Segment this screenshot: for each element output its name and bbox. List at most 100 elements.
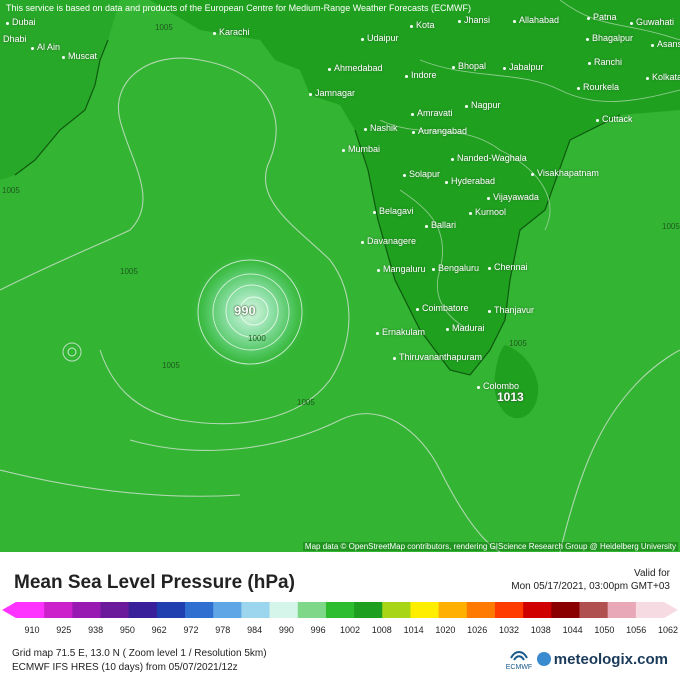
city-label: Dubai [6,17,36,27]
scale-tick-label: 910 [24,625,40,635]
scale-cell [128,602,158,618]
city-label: Guwahati [629,17,675,27]
scale-tick-label: 1056 [626,625,647,635]
city-label: Thiruvananthapuram [392,352,483,362]
scale-tick-label: 950 [119,625,135,635]
scale-tick-label: 984 [247,625,263,635]
scale-cell [297,602,327,618]
city-label: Coimbatore [416,303,469,313]
city-label: Solapur [402,169,441,179]
isobar-label: 1005 [120,267,138,276]
ecmwf-logo-text: ECMWF [505,664,533,671]
scale-cell [494,602,524,618]
scale-cell [269,602,299,618]
scale-cell [438,602,468,618]
city-label: Amravati [411,108,453,118]
bay-of-bengal [515,110,680,552]
isobar-ring-990 [225,284,279,338]
land-oman [0,0,120,180]
scale-cell [354,602,383,618]
isobar-1005-mid [129,413,501,552]
meteologix-brand[interactable]: meteologix.com [536,651,668,668]
city-label: Indore [405,70,437,80]
scale-cell [44,602,73,618]
isobar-inland-1 [379,119,551,231]
scale-tick-label: 1020 [435,625,456,635]
city-label: Mangaluru [377,264,426,274]
city-label: Kolkata [645,72,680,82]
scale-tick-label: 978 [215,625,231,635]
scale-cell [185,602,214,618]
city-label: Ahmedabad [328,63,383,73]
scale-tick-label: 1026 [467,625,488,635]
scale-tick-label: 962 [151,625,167,635]
scale-cell [100,602,130,618]
city-label: Jabalpur [503,62,544,72]
isobar-label: 1005 [297,398,315,407]
city-label: Madurai [446,323,485,333]
city-label: Nagpur [465,100,501,110]
color-scale-bar [2,602,678,618]
isobar-1005-east [559,349,680,552]
city-label: Ranchi [587,57,623,67]
scale-tick-label: 1002 [339,625,361,635]
scale-tick-label: 972 [183,625,199,635]
scale-tick-label: 938 [88,625,104,635]
isobar-inland-3 [419,59,680,102]
city-label: Davanagere [360,236,417,246]
city-label: Vijayawada [487,192,539,202]
city-label: Kurnool [468,207,507,217]
isobar-label: 1000 [248,334,266,343]
scale-cell [325,602,355,618]
scale-arrow-right [664,602,678,618]
scale-cell [579,602,609,618]
city-label: Bengaluru [431,263,480,273]
scale-tick-label: 925 [56,625,72,635]
scale-cell [241,602,271,618]
city-label: Karachi [213,27,250,37]
city-label: Ernakulam [375,327,426,337]
ecmwf-logo-icon [510,651,528,661]
city-label: Mumbai [341,144,381,154]
isobar-ring-995 [212,273,290,351]
isobar-label: 1005 [662,222,680,231]
valid-label: Valid for [634,568,670,579]
city-label: Bhopal [451,61,487,71]
city-label: Hyderabad [444,176,496,186]
isobar-inland-4 [559,0,680,41]
ecmwf-disclaimer: This service is based on data and produc… [6,3,472,13]
scale-cell [635,602,665,618]
scale-tick-label: 1014 [403,625,424,635]
isobar-1005-south [0,469,241,497]
low-pressure-area [188,250,312,374]
isobar-ring-1000 [197,259,303,365]
scale-cell [16,602,45,618]
ecmwf-logo: ECMWF [503,648,535,671]
map-attribution: Map data © OpenStreetMap contributors, r… [302,542,678,551]
legend-footer: Mean Sea Level Pressure (hPa) Valid for … [0,552,680,680]
scale-cell [213,602,242,618]
isobar-1005-west [0,57,350,425]
city-label: Rourkela [576,82,620,92]
grid-info: Grid map 71.5 E, 13.0 N ( Zoom level 1 /… [12,648,267,659]
valid-time: Mon 05/17/2021, 03:00pm GMT+03 [511,581,670,592]
colombo-pressure-label: 1013 [497,390,524,404]
city-label: Bhagalpur [585,33,634,43]
scale-cell [72,602,102,618]
scale-tick-label: 990 [278,625,294,635]
pressure-map[interactable]: This service is based on data and produc… [0,0,680,552]
scale-tick-label: 996 [310,625,326,635]
isobar-label: 1005 [155,23,173,32]
coastline [354,114,621,376]
city-label: Jhansi [457,15,491,25]
city-label: Colombo [476,381,520,391]
city-label: Ballari [424,220,457,230]
city-label: Asansol [650,39,680,49]
scale-cell [410,602,440,618]
scale-tick-label: 1032 [498,625,520,635]
scale-tick-label: 1038 [530,625,551,635]
scale-cell [523,602,552,618]
scale-arrow-left [2,602,16,618]
small-low-ring-inner [67,347,77,357]
city-label: Allahabad [512,15,560,25]
